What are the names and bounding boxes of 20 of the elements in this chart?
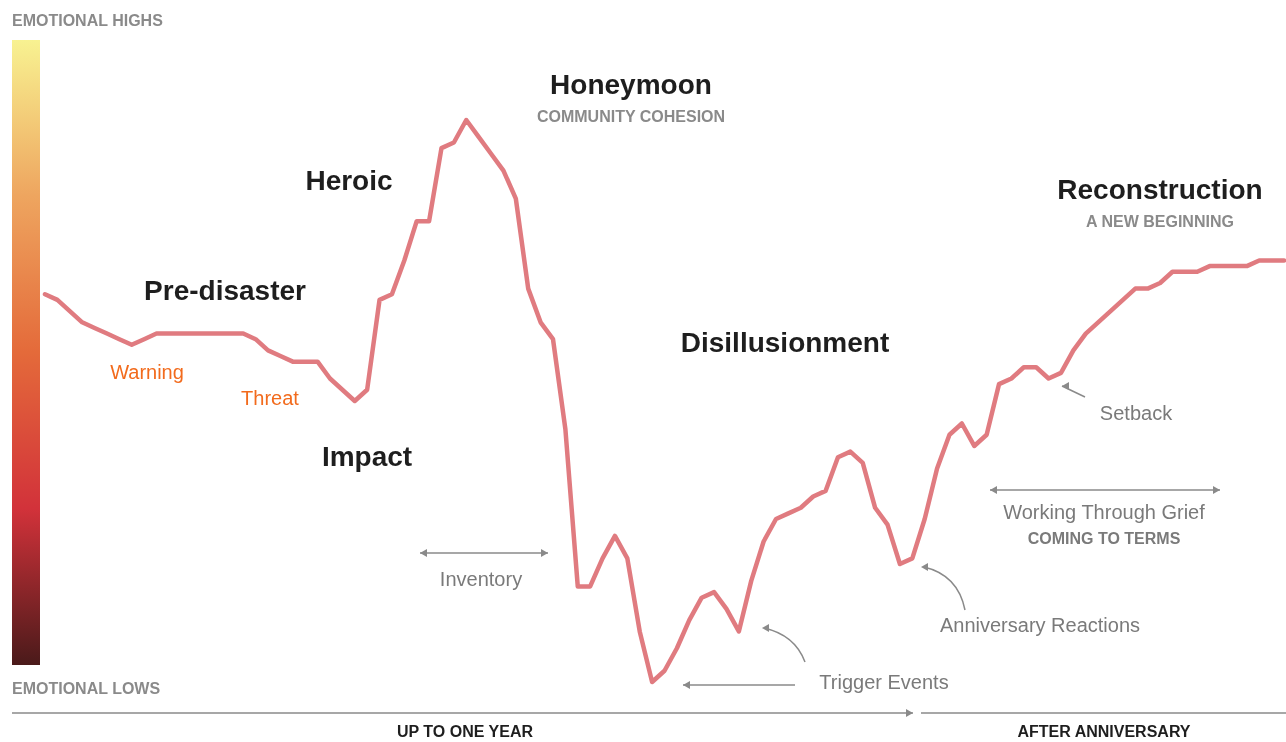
- annotation: COMMUNITY COHESION: [536, 107, 726, 125]
- annotation: Anniversary Reactions: [939, 614, 1141, 636]
- annotation: EMOTIONAL LOWS: [12, 679, 161, 697]
- annotation: COMING TO TERMS: [1027, 529, 1181, 547]
- text: EMOTIONAL HIGHS: [12, 11, 164, 29]
- text: Honeymoon: [550, 68, 712, 100]
- annotation: Trigger Events: [819, 671, 949, 693]
- text: UP TO ONE YEAR: [396, 722, 534, 740]
- annotation: Warning: [110, 361, 184, 383]
- annotation: Setback: [1099, 402, 1174, 424]
- annotation: Heroic: [305, 164, 393, 196]
- annotation: A NEW BEGINNING: [1086, 212, 1234, 230]
- annotation: Threat: [241, 387, 300, 409]
- annotation: Pre-disaster: [144, 274, 307, 306]
- annotation: Disillusionment: [680, 326, 890, 358]
- text: AFTER ANNIVERSARY: [1017, 722, 1191, 740]
- annotation: Reconstruction: [1057, 173, 1263, 205]
- annotation: Inventory: [439, 568, 523, 590]
- annotation: Impact: [321, 440, 413, 472]
- annotation: Working Through Grief: [1003, 501, 1206, 523]
